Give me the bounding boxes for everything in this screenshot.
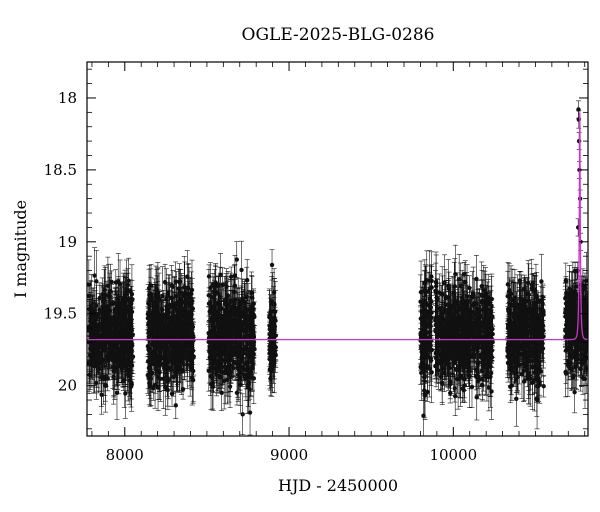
data-point-marker <box>190 288 194 292</box>
data-point-marker <box>107 353 111 357</box>
data-point-marker <box>103 288 107 292</box>
data-point-marker <box>113 368 117 372</box>
data-point-marker <box>174 403 178 407</box>
data-point-marker <box>87 373 91 377</box>
data-point-marker <box>174 358 178 362</box>
data-point-marker <box>129 324 133 328</box>
data-point-marker <box>118 351 122 355</box>
data-point-marker <box>178 279 182 283</box>
data-point-marker <box>90 338 94 342</box>
data-point-marker <box>191 369 195 373</box>
data-point-marker <box>89 309 93 313</box>
data-point-marker <box>153 340 157 344</box>
data-point-marker <box>120 367 124 371</box>
data-point-marker <box>146 376 150 380</box>
data-point-marker <box>185 362 189 366</box>
data-point-marker <box>122 359 126 363</box>
data-point-marker <box>147 320 151 324</box>
data-point-marker <box>207 274 211 278</box>
data-point-marker <box>153 362 157 366</box>
data-point <box>207 265 212 288</box>
data-point-marker <box>190 376 194 380</box>
data-point-marker <box>113 309 117 313</box>
data-point-marker <box>162 343 166 347</box>
data-point-marker <box>165 388 169 392</box>
data-point-marker <box>104 374 108 378</box>
data-point-marker <box>118 282 122 286</box>
data-point-marker <box>97 343 101 347</box>
data-point-marker <box>191 334 195 338</box>
data-point-marker <box>126 278 130 282</box>
data-point-marker <box>109 346 113 350</box>
data-point-marker <box>178 331 182 335</box>
data-point-marker <box>156 313 160 317</box>
data-point-marker <box>158 377 162 381</box>
data-point-marker <box>183 299 187 303</box>
data-point-marker <box>175 327 179 331</box>
data-point-marker <box>106 293 110 297</box>
data-point-marker <box>103 384 107 388</box>
data-point-marker <box>172 314 176 318</box>
data-point-marker <box>120 315 124 319</box>
data-point-marker <box>163 280 167 284</box>
data-layer <box>86 101 590 438</box>
data-point-marker <box>109 319 113 323</box>
data-point-marker <box>170 350 174 354</box>
data-point-marker <box>130 355 134 359</box>
data-point-marker <box>191 325 195 329</box>
chart-title: OGLE-2025-BLG-0286 <box>242 25 435 45</box>
data-point-marker <box>94 279 98 283</box>
data-point-marker <box>91 330 95 334</box>
data-point-marker <box>171 375 175 379</box>
data-point-marker <box>179 368 183 372</box>
data-point-marker <box>169 366 173 370</box>
data-point-marker <box>115 333 119 337</box>
data-point-marker <box>169 324 173 328</box>
data-point-marker <box>129 385 133 389</box>
data-point-marker <box>166 377 170 381</box>
data-point-marker <box>122 322 126 326</box>
data-point-marker <box>151 316 155 320</box>
data-point-marker <box>124 343 128 347</box>
data-point-marker <box>125 305 129 309</box>
data-point-marker <box>180 323 184 327</box>
data-point-marker <box>130 297 134 301</box>
data-point-marker <box>113 301 117 305</box>
data-point-marker <box>152 303 156 307</box>
